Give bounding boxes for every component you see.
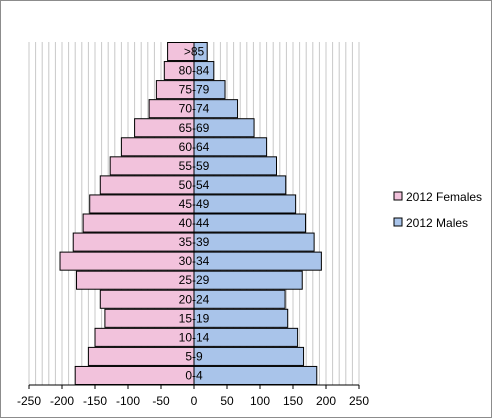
category-label-layer: 0-4 5-9 10-14 15-19 20-24 25-29 30-34 35-39 40-4… <box>179 45 210 383</box>
female-bar-5-9 <box>87 346 195 366</box>
legend-label-males: 2012 Males <box>406 216 468 230</box>
x-tick-label: -100 <box>116 394 140 408</box>
x-tick-label: 0 <box>191 394 198 408</box>
category-label: 40-44 <box>179 216 210 230</box>
x-tick-label: 200 <box>316 394 336 408</box>
x-tick-label: 250 <box>349 394 369 408</box>
category-label: 70-74 <box>179 102 210 116</box>
legend-swatch-males <box>393 217 403 227</box>
category-label: 20-24 <box>179 292 210 306</box>
category-label: 60-64 <box>179 140 210 154</box>
x-tick-label: 50 <box>220 394 234 408</box>
category-label: 50-54 <box>179 178 210 192</box>
category-label: 55-59 <box>179 159 210 173</box>
x-tick-label: 150 <box>283 394 303 408</box>
category-label: 15-19 <box>179 311 210 325</box>
male-bar-5-9 <box>193 346 305 366</box>
category-label: 80-84 <box>179 64 210 78</box>
x-tick-layer: -250 -200 -150 -100 -50 0 50 100 150 200 250 <box>17 385 369 408</box>
female-bar-25-29 <box>76 270 195 290</box>
female-bar-30-34 <box>59 251 195 271</box>
category-label: >85 <box>184 45 205 59</box>
legend: 2012 Females 2012 Males <box>393 190 482 230</box>
male-bar-30-34 <box>193 251 322 271</box>
x-tick-label: 100 <box>250 394 270 408</box>
x-tick-label: -50 <box>152 394 170 408</box>
female-bar-0-4 <box>74 365 195 386</box>
category-label: 5-9 <box>185 349 203 363</box>
female-bar-40-44 <box>82 213 195 233</box>
male-bar-25-29 <box>193 270 303 290</box>
male-bar-0-4 <box>193 365 318 386</box>
male-bar-35-39 <box>193 232 315 252</box>
legend-swatch-females <box>393 191 403 201</box>
female-bar-35-39 <box>72 232 195 252</box>
x-tick-label: -200 <box>50 394 74 408</box>
male-bar-10-14 <box>193 327 299 347</box>
category-label: 65-69 <box>179 121 210 135</box>
category-label: 35-39 <box>179 235 210 249</box>
category-label: 0-4 <box>185 368 203 382</box>
male-bar-40-44 <box>193 213 307 233</box>
category-label: 10-14 <box>179 330 210 344</box>
x-tick-label: -150 <box>83 394 107 408</box>
category-label: 75-79 <box>179 83 210 97</box>
bar-layer <box>59 42 322 386</box>
category-label: 25-29 <box>179 273 210 287</box>
category-label: 45-49 <box>179 197 210 211</box>
legend-label-females: 2012 Females <box>406 190 482 204</box>
category-label: 30-34 <box>179 254 210 268</box>
x-tick-label: -250 <box>17 394 41 408</box>
